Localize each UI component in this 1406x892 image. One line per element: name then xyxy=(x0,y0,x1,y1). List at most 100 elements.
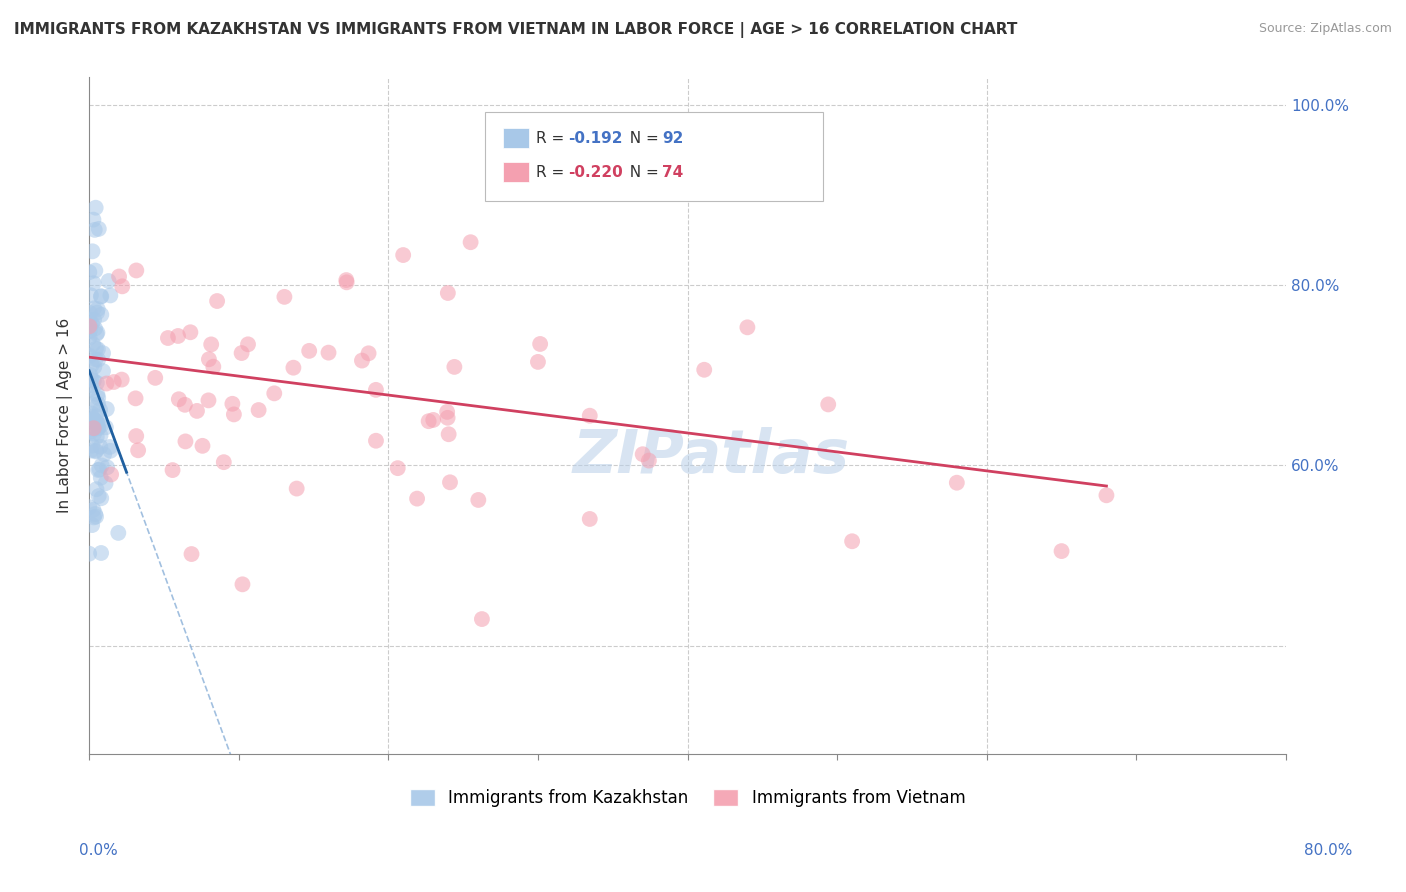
Point xyxy=(84,321,107,335)
Point xyxy=(84,263,107,277)
Y-axis label: In Labor Force | Age > 16: In Labor Force | Age > 16 xyxy=(58,318,73,514)
Point xyxy=(318,345,340,359)
Point xyxy=(439,475,461,490)
Point xyxy=(443,359,465,374)
Point xyxy=(200,337,222,351)
Point xyxy=(437,285,460,300)
Point xyxy=(79,413,101,427)
Point xyxy=(946,475,969,490)
Point xyxy=(87,222,110,236)
Point xyxy=(100,467,122,482)
Point xyxy=(89,440,111,454)
Point xyxy=(87,352,110,367)
Point xyxy=(236,337,259,351)
Point xyxy=(79,306,101,320)
Point xyxy=(89,462,111,476)
Point xyxy=(418,414,440,428)
Point xyxy=(83,301,105,316)
Point xyxy=(79,383,101,397)
Point xyxy=(82,439,104,453)
Point xyxy=(467,492,489,507)
Point xyxy=(1050,544,1073,558)
Point xyxy=(436,405,458,419)
Point xyxy=(283,360,305,375)
Point xyxy=(82,337,104,351)
Point xyxy=(693,363,716,377)
Point xyxy=(87,397,110,411)
Point xyxy=(80,372,103,386)
Point xyxy=(79,318,101,333)
Point xyxy=(90,289,112,303)
Text: 0.0%: 0.0% xyxy=(79,843,118,858)
Point xyxy=(86,482,108,496)
Point xyxy=(90,289,112,303)
Point xyxy=(436,410,458,425)
Point xyxy=(202,359,225,374)
Point xyxy=(222,408,245,422)
Point xyxy=(87,343,110,357)
Point xyxy=(631,447,654,461)
Point xyxy=(80,378,103,392)
Point xyxy=(198,352,221,367)
Point xyxy=(124,392,146,406)
Point xyxy=(578,409,600,423)
Point xyxy=(125,429,148,443)
Point xyxy=(77,500,100,515)
Point xyxy=(89,402,111,417)
Point xyxy=(91,346,114,360)
Point xyxy=(247,403,270,417)
Point xyxy=(357,346,380,360)
Point xyxy=(89,428,111,442)
Point xyxy=(127,443,149,458)
Point xyxy=(79,324,101,338)
Point xyxy=(87,463,110,477)
Text: IMMIGRANTS FROM KAZAKHSTAN VS IMMIGRANTS FROM VIETNAM IN LABOR FORCE | AGE > 16 : IMMIGRANTS FROM KAZAKHSTAN VS IMMIGRANTS… xyxy=(14,22,1018,38)
Point xyxy=(83,421,105,435)
Point xyxy=(86,326,108,340)
Point xyxy=(437,427,460,442)
Point xyxy=(364,434,387,448)
Point xyxy=(82,244,104,259)
Point xyxy=(221,397,243,411)
Point xyxy=(80,317,103,331)
Point xyxy=(86,409,108,424)
Point xyxy=(90,418,112,433)
Point xyxy=(205,293,228,308)
Point xyxy=(83,374,105,388)
Point xyxy=(84,443,107,458)
Text: ZIPatlas: ZIPatlas xyxy=(572,427,851,486)
Point xyxy=(87,421,110,435)
Point xyxy=(80,443,103,458)
Text: Source: ZipAtlas.com: Source: ZipAtlas.com xyxy=(1258,22,1392,36)
Point xyxy=(86,387,108,401)
Point xyxy=(86,326,108,341)
Point xyxy=(162,463,184,477)
Text: R =: R = xyxy=(536,131,569,145)
Point xyxy=(87,489,110,503)
Point xyxy=(180,547,202,561)
Point xyxy=(94,420,117,434)
Point xyxy=(737,320,759,334)
Point xyxy=(108,269,131,284)
Point xyxy=(84,352,107,367)
Point xyxy=(638,453,661,467)
Point xyxy=(79,330,101,344)
Point xyxy=(298,343,321,358)
Point xyxy=(392,248,415,262)
Point xyxy=(143,371,166,385)
Point xyxy=(841,534,863,549)
Point xyxy=(90,308,112,322)
Point xyxy=(79,319,101,334)
Point xyxy=(231,346,253,360)
Point xyxy=(529,337,551,351)
Point xyxy=(231,577,253,591)
Point xyxy=(98,440,121,454)
Point xyxy=(527,355,550,369)
Point xyxy=(77,349,100,363)
Point xyxy=(96,460,118,475)
Text: -0.192: -0.192 xyxy=(568,131,623,145)
Text: N =: N = xyxy=(620,131,664,145)
Point xyxy=(84,509,107,524)
Text: N =: N = xyxy=(620,165,664,179)
Text: R =: R = xyxy=(536,165,569,179)
